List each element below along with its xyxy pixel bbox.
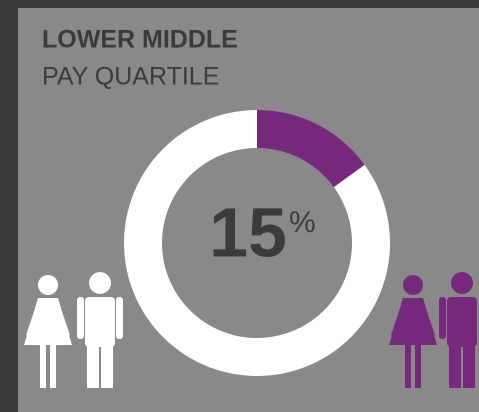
woman-arms [391,300,435,337]
man-head [451,272,473,294]
man-leg [463,340,475,388]
woman-head [403,275,423,295]
woman-leg [415,343,421,388]
donut-segment [257,110,365,188]
donut [124,110,391,376]
icons-left [24,272,123,388]
man-leg [87,340,99,388]
man-body [447,297,477,347]
center-value: 15 [209,193,287,271]
man-arm [439,297,446,339]
woman-arms [26,300,70,337]
man-leg [449,340,461,388]
man-arm [116,297,123,339]
woman-head [38,275,58,295]
icons-right [389,272,477,388]
man-arm [77,297,84,339]
woman-leg [40,343,46,388]
man-leg [101,340,113,388]
man-body [85,297,115,347]
woman-leg [50,343,56,388]
man-head [89,272,111,294]
chart-title: LOWER MIDDLE [42,26,238,54]
chart-subtitle: PAY QUARTILE [42,63,219,91]
center-unit: % [289,206,316,239]
woman-leg [405,343,411,388]
